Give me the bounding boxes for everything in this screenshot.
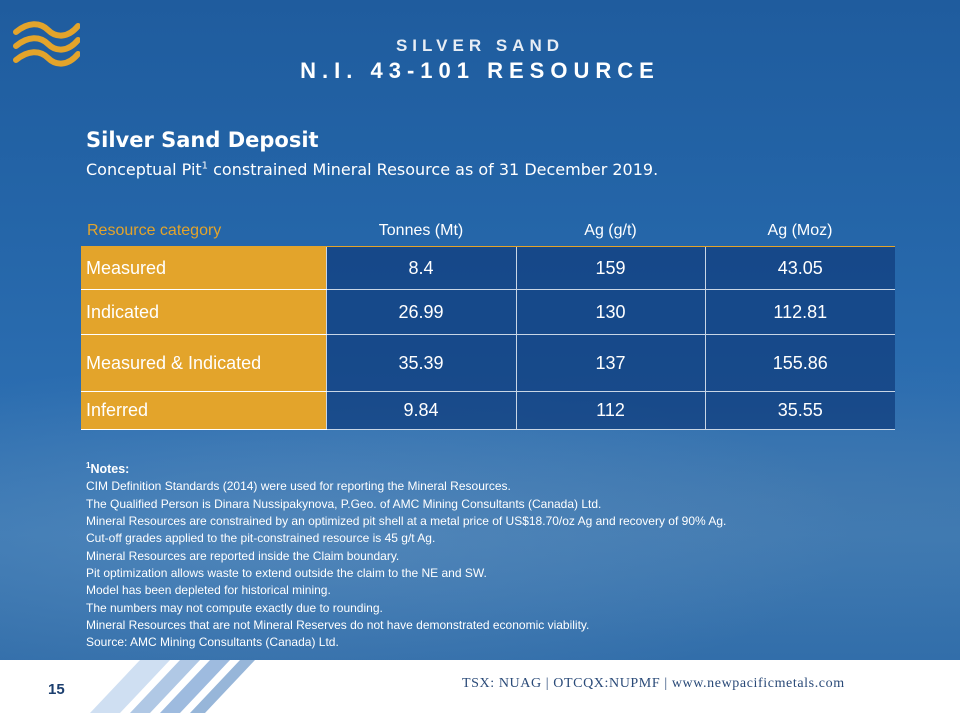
category-cell: Measured bbox=[81, 246, 326, 290]
note-line: CIM Definition Standards (2014) were use… bbox=[86, 479, 511, 494]
ounces-cell: 43.05 bbox=[704, 246, 895, 290]
company-name: SILVER SAND bbox=[395, 36, 565, 55]
footnote-marker: 1 bbox=[201, 160, 209, 172]
grade-cell: 137 bbox=[515, 334, 705, 392]
note-line: Mineral Resources that are not Mineral R… bbox=[86, 617, 590, 632]
deposit-subtitle: Conceptual Pit1 constrained Mineral Reso… bbox=[86, 160, 658, 179]
footer-stripes-decoration bbox=[90, 660, 255, 713]
category-cell: Inferred bbox=[81, 391, 326, 430]
column-header-category: Resource category bbox=[81, 215, 326, 247]
column-header-ag-moz: Ag (Moz) bbox=[705, 215, 895, 247]
note-line: Pit optimization allows waste to extend … bbox=[86, 565, 487, 580]
grade-cell: 130 bbox=[515, 289, 705, 335]
column-header-ag-grade: Ag (g/t) bbox=[516, 215, 705, 247]
notes-block: 1Notes: CIM Definition Standards (2014) … bbox=[86, 457, 726, 651]
tonnes-cell: 8.4 bbox=[325, 246, 516, 290]
notes-heading: 1Notes: bbox=[86, 457, 726, 478]
tonnes-cell: 26.99 bbox=[325, 289, 516, 335]
table-row: Measured 8.4 159 43.05 bbox=[81, 246, 895, 290]
table-row: Measured & Indicated 35.39 137 155.86 bbox=[81, 334, 895, 392]
note-line: Mineral Resources are constrained by an … bbox=[86, 514, 727, 529]
table-row: Indicated 26.99 130 112.81 bbox=[81, 289, 895, 335]
ounces-cell: 112.81 bbox=[704, 289, 895, 335]
category-cell: Measured & Indicated bbox=[81, 334, 326, 392]
note-line: The numbers may not compute exactly due … bbox=[86, 600, 383, 615]
note-line: The Qualified Person is Dinara Nussipaky… bbox=[86, 496, 602, 511]
table-header-row: Resource category Tonnes (Mt) Ag (g/t) A… bbox=[81, 215, 895, 247]
ounces-cell: 155.86 bbox=[704, 334, 895, 392]
page-number: 15 bbox=[48, 681, 65, 698]
subtitle-text-pre: Conceptual Pit bbox=[86, 160, 202, 179]
resource-table: Resource category Tonnes (Mt) Ag (g/t) A… bbox=[81, 215, 895, 430]
note-line: Mineral Resources are reported inside th… bbox=[86, 548, 400, 563]
grade-cell: 159 bbox=[515, 246, 705, 290]
tonnes-cell: 35.39 bbox=[325, 334, 516, 392]
deposit-title: Silver Sand Deposit bbox=[86, 128, 319, 152]
table-row: Inferred 9.84 112 35.55 bbox=[81, 391, 895, 430]
note-line: Model has been depleted for historical m… bbox=[86, 583, 331, 598]
wave-logo-icon bbox=[13, 21, 80, 67]
note-line: Source: AMC Mining Consultants (Canada) … bbox=[86, 635, 339, 650]
column-header-tonnes: Tonnes (Mt) bbox=[326, 215, 516, 247]
subtitle-text-post: constrained Mineral Resource as of 31 De… bbox=[208, 160, 659, 179]
category-cell: Indicated bbox=[81, 289, 326, 335]
notes-footnote-marker: 1 bbox=[86, 461, 91, 470]
note-line: Cut-off grades applied to the pit-constr… bbox=[86, 531, 436, 546]
page-heading: N.I. 43-101 RESOURCE bbox=[300, 58, 660, 83]
footer-ticker: TSX: NUAG | OTCQX:NUPMF | www.newpacific… bbox=[462, 676, 845, 691]
notes-heading-text: Notes: bbox=[90, 462, 130, 477]
grade-cell: 112 bbox=[515, 391, 705, 430]
tonnes-cell: 9.84 bbox=[325, 391, 516, 430]
ounces-cell: 35.55 bbox=[704, 391, 895, 430]
